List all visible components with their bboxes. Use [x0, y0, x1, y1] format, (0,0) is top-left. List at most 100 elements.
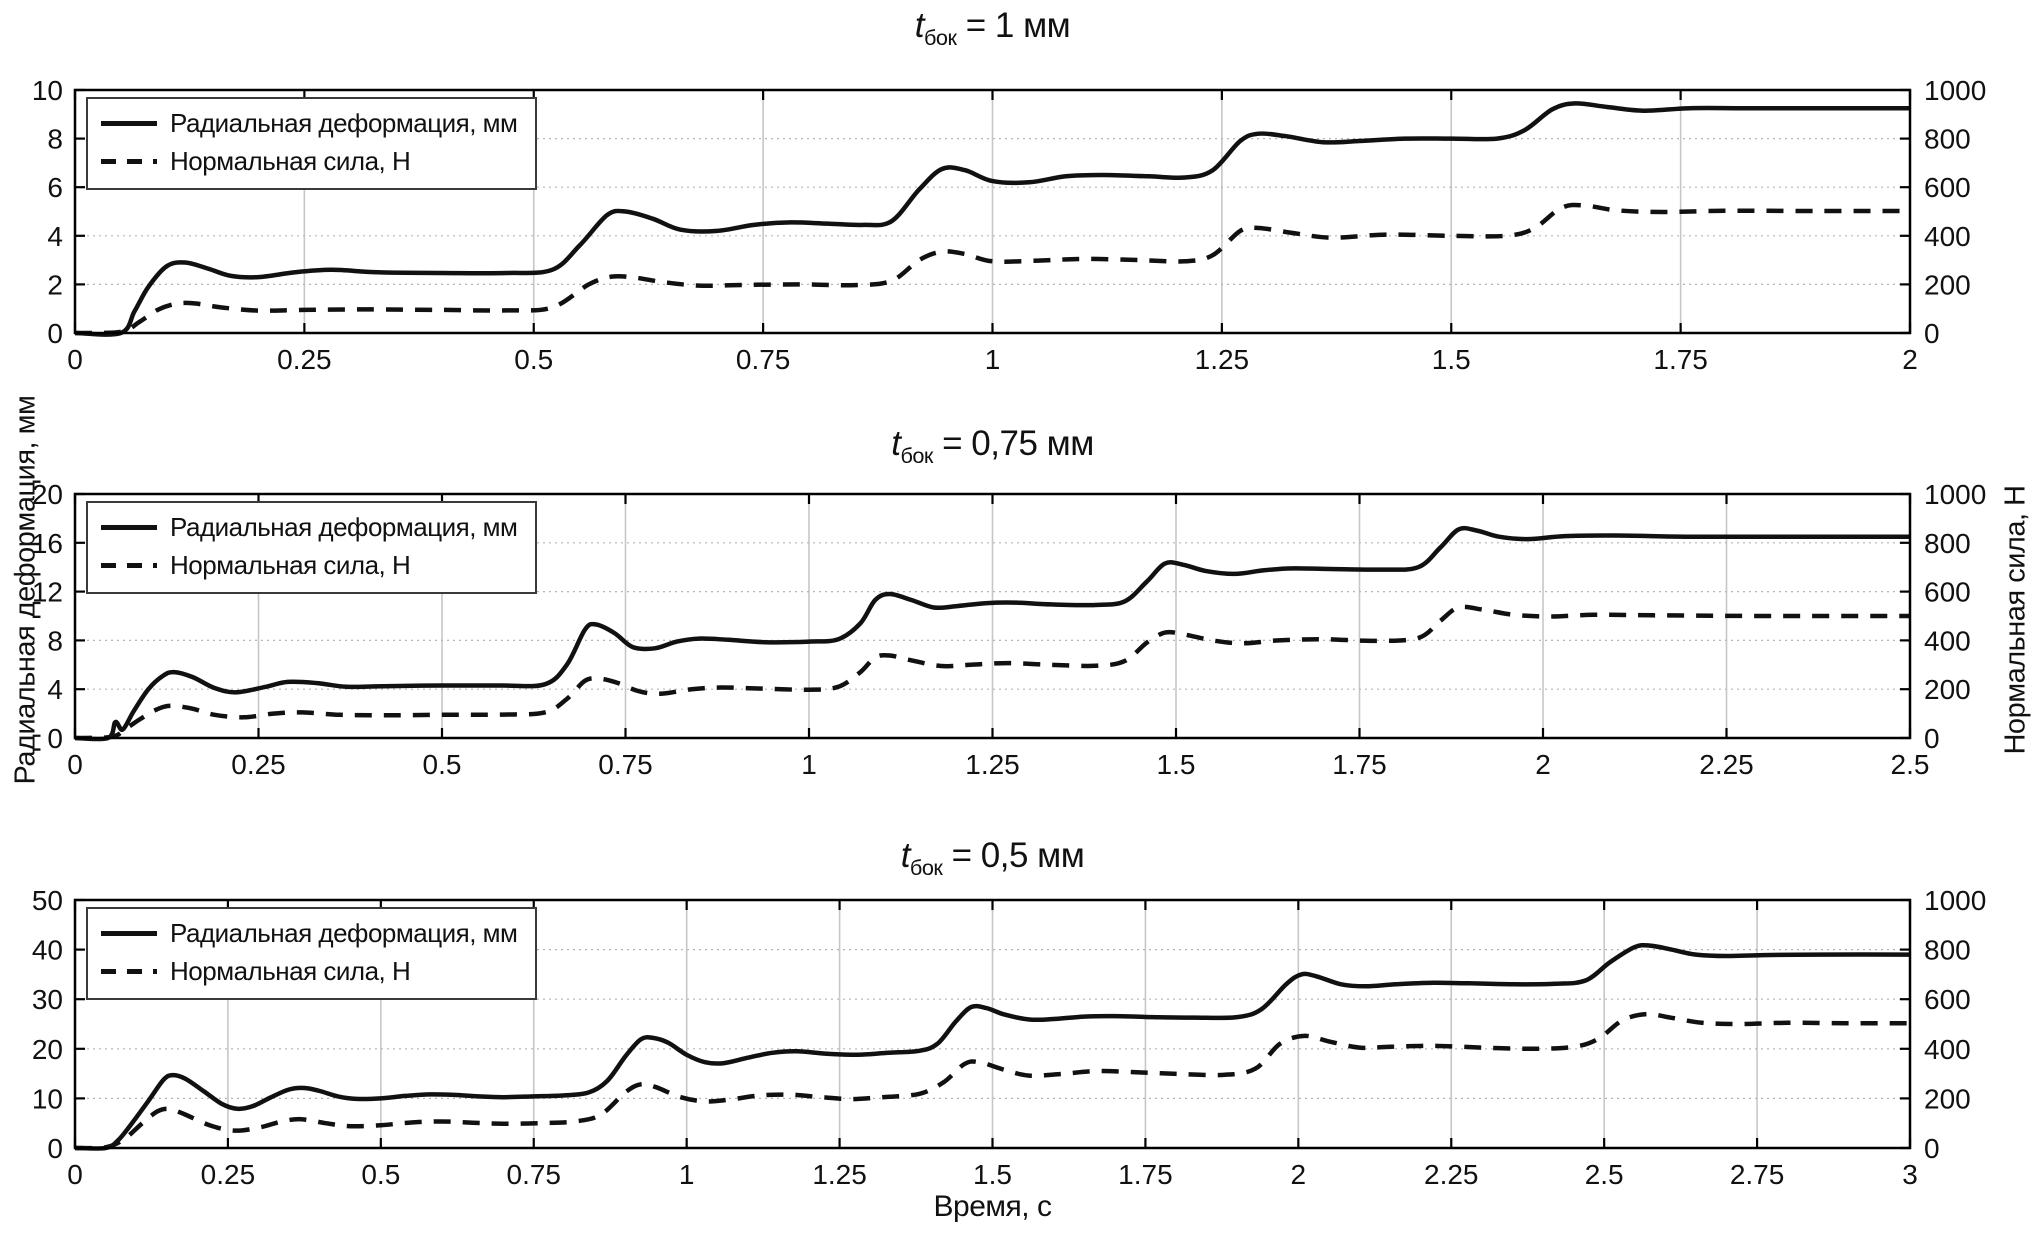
series-line-dashed [74, 202, 1911, 336]
y-tick-label-right: 200 [1924, 269, 1971, 300]
dashed-line-swatch [101, 159, 157, 164]
plot-canvas: 0 0.25 0.5 0.75 1 1.25 1.5 1.75 2 2.25 2.504812162… [32, 479, 1986, 780]
x-tick-label: 1.25 [965, 749, 1020, 780]
legend: Радиальная деформация, мм Нормальная сил… [86, 97, 538, 190]
y-tick-label-right: 800 [1924, 124, 1971, 155]
x-tick-label: 1 [801, 749, 817, 780]
y-tick-label-left: 4 [47, 674, 63, 705]
legend: Радиальная деформация, мм Нормальная сил… [86, 907, 538, 1000]
title-value: = 0,5 мм [942, 836, 1085, 875]
y-tick-label-left: 2 [47, 269, 63, 300]
series-line-solid [74, 101, 1910, 337]
x-tick-label: 0 [67, 749, 83, 780]
title-subscript: бок [924, 25, 957, 50]
x-tick-label: 2.5 [1585, 1159, 1624, 1190]
x-tick-label: 0.25 [231, 749, 286, 780]
x-tick-label: 1.5 [973, 1159, 1012, 1190]
y-tick-label-right: 400 [1924, 221, 1971, 252]
y-tick-label-right: 600 [1924, 172, 1971, 203]
title-symbol: t [891, 424, 901, 463]
x-tick-label: 2 [1291, 1159, 1307, 1190]
x-tick-label: 1 [985, 344, 1001, 375]
chart-title: tбок = 0,75 мм [75, 424, 1910, 469]
chart-title: tбок = 0,5 мм [75, 836, 1910, 881]
series-line-solid [74, 525, 1910, 742]
legend-label: Радиальная деформация, мм [170, 108, 518, 138]
x-tick-label: 2.75 [1730, 1159, 1785, 1190]
y-tick-label-right: 200 [1924, 1083, 1971, 1114]
y-tick-label-left: 30 [32, 984, 63, 1015]
title-symbol: t [914, 6, 925, 45]
title-value: = 1 мм [956, 6, 1071, 45]
title-symbol: t [900, 836, 911, 875]
y-tick-label-right: 600 [1924, 577, 1971, 608]
y-tick-label-right: 1000 [1924, 479, 1986, 510]
x-tick-label: 2 [1535, 749, 1551, 780]
x-tick-label: 3 [1902, 1159, 1918, 1190]
x-tick-label: 1.75 [1118, 1159, 1173, 1190]
y-tick-label-right: 600 [1924, 984, 1971, 1015]
y-tick-label-left: 8 [47, 625, 63, 656]
y-tick-label-left: 16 [32, 528, 63, 559]
dashed-line-swatch [101, 563, 157, 568]
y-tick-label-left: 8 [47, 124, 63, 155]
dashed-line-swatch [101, 969, 157, 974]
y-tick-label-right: 1000 [1924, 75, 1986, 106]
x-axis-label: Время, с [933, 1190, 1052, 1223]
x-tick-label: 2 [1902, 344, 1918, 375]
x-tick-label: 2.25 [1424, 1159, 1479, 1190]
series-line-solid [74, 942, 1911, 1151]
legend-item-solid: Радиальная деформация, мм [101, 918, 518, 949]
solid-line-swatch [101, 931, 157, 936]
x-tick-label: 0 [67, 1159, 83, 1190]
y-tick-label-right: 0 [1924, 723, 1940, 754]
y-tick-label-left: 0 [47, 723, 63, 754]
legend-item-dashed: Нормальная сила, Н [101, 550, 517, 581]
y-tick-label-left: 6 [47, 172, 63, 203]
x-tick-label: 0.5 [423, 749, 462, 780]
x-tick-label: 0.75 [598, 749, 653, 780]
y-tick-label-left: 40 [32, 935, 63, 966]
legend-item-solid: Радиальная деформация, мм [101, 512, 518, 543]
y-tick-label-left: 0 [47, 1133, 63, 1164]
title-value: = 0,75 мм [932, 424, 1094, 463]
legend-item-solid: Радиальная деформация, мм [101, 108, 518, 139]
legend-label: Нормальная сила, Н [170, 146, 411, 176]
y-tick-label-left: 10 [32, 1083, 63, 1114]
x-tick-label: 1.25 [812, 1159, 867, 1190]
legend-item-dashed: Нормальная сила, Н [101, 146, 517, 177]
x-tick-label: 0.75 [736, 344, 791, 375]
x-tick-label: 1.5 [1432, 344, 1471, 375]
x-tick-label: 1.75 [1332, 749, 1387, 780]
x-tick-label: 0.25 [201, 1159, 256, 1190]
x-tick-label: 0.25 [277, 344, 332, 375]
y-tick-label-left: 0 [47, 318, 63, 349]
title-subscript: бок [900, 443, 933, 468]
legend-label: Радиальная деформация, мм [170, 512, 518, 542]
x-tick-label: 0.75 [507, 1159, 562, 1190]
legend-label: Радиальная деформация, мм [170, 918, 518, 948]
solid-line-swatch [101, 121, 157, 126]
x-tick-label: 0.5 [361, 1159, 400, 1190]
y-tick-label-left: 50 [32, 885, 63, 916]
x-tick-label: 2.25 [1699, 749, 1754, 780]
y-tick-label-right: 400 [1924, 1034, 1971, 1065]
series-line-dashed [74, 604, 1911, 741]
x-tick-label: 0.5 [514, 344, 553, 375]
x-tick-label: 0 [67, 344, 83, 375]
y-tick-label-right: 0 [1924, 318, 1940, 349]
y-tick-label-right: 200 [1924, 674, 1971, 705]
legend-label: Нормальная сила, Н [170, 550, 411, 580]
x-tick-label: 1 [679, 1159, 695, 1190]
title-subscript: бок [909, 855, 943, 880]
y-tick-label-right: 1000 [1924, 885, 1986, 916]
y-tick-label-left: 20 [32, 1034, 63, 1065]
x-tick-label: 1.75 [1653, 344, 1708, 375]
y-tick-label-left: 20 [32, 479, 63, 510]
x-tick-label: 1.5 [1157, 749, 1196, 780]
y-tick-label-right: 800 [1924, 528, 1971, 559]
y-tick-label-right: 800 [1924, 935, 1971, 966]
y-tick-label-right: 0 [1924, 1133, 1940, 1164]
legend: Радиальная деформация, мм Нормальная сил… [86, 501, 538, 594]
